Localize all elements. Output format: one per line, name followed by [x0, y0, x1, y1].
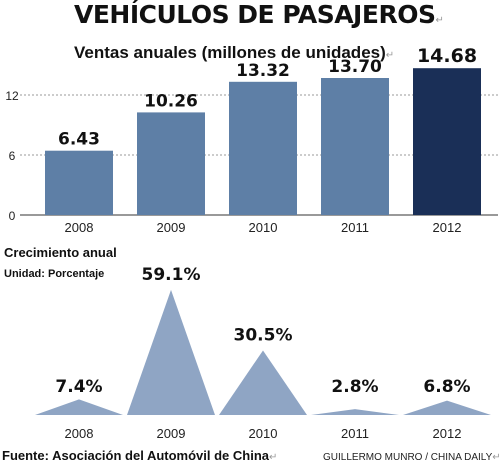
bar-value-label: 10.26: [144, 91, 198, 111]
growth-value-label: 59.1%: [142, 265, 201, 285]
bar-x-tick-label: 2010: [249, 220, 278, 235]
growth-triangle-2010: [219, 350, 307, 415]
bar-value-label: 13.32: [236, 61, 290, 81]
growth-triangle-2012: [403, 400, 491, 415]
bar-2012: [413, 68, 481, 215]
bar-x-tick-label: 2009: [157, 220, 186, 235]
sales-chart-subtitle: Ventas anuales (millones de unidades)↵: [74, 43, 395, 62]
growth-value-label: 2.8%: [331, 377, 378, 397]
growth-value-label: 30.5%: [234, 325, 293, 345]
bar-2008: [45, 150, 113, 215]
growth-chart-title: Crecimiento anual: [4, 245, 117, 260]
credit-note: GUILLERMO MUNRO / CHINA DAILY↵: [323, 452, 500, 463]
growth-triangle-2011: [311, 409, 399, 415]
chart-title: VEHÍCULOS DE PASAJEROS↵: [74, 0, 444, 29]
growth-chart-unit: Unidad: Porcentaje: [4, 268, 105, 280]
growth-triangle-2008: [35, 399, 123, 415]
bar-value-label: 13.70: [328, 57, 382, 77]
bar-value-label: 6.43: [58, 130, 100, 150]
return-mark: ↵: [492, 452, 500, 463]
bar-x-tick-label: 2012: [433, 220, 462, 235]
growth-value-label: 7.4%: [55, 377, 102, 397]
bar-x-tick-label: 2008: [65, 220, 94, 235]
bar-y-tick-label: 6: [9, 149, 16, 163]
bar-value-label: 14.68: [417, 45, 477, 67]
bar-2010: [229, 81, 297, 215]
bar-2011: [321, 78, 389, 215]
return-mark: ↵: [435, 15, 444, 26]
bar-y-tick-label: 0: [9, 209, 16, 223]
bar-y-tick-label: 12: [5, 89, 19, 103]
growth-x-tick-label: 2008: [65, 426, 94, 441]
return-mark: ↵: [269, 452, 278, 463]
return-mark: ↵: [385, 50, 395, 61]
growth-x-tick-label: 2009: [157, 426, 186, 441]
growth-x-tick-label: 2011: [341, 426, 369, 441]
growth-x-tick-label: 2010: [249, 426, 278, 441]
growth-triangle-2009: [127, 289, 215, 415]
source-note: Fuente: Asociación del Automóvil de Chin…: [2, 448, 278, 463]
growth-x-tick-label: 2012: [433, 426, 462, 441]
bar-2009: [137, 112, 205, 215]
growth-value-label: 6.8%: [423, 377, 470, 397]
bar-x-tick-label: 2011: [341, 220, 369, 235]
